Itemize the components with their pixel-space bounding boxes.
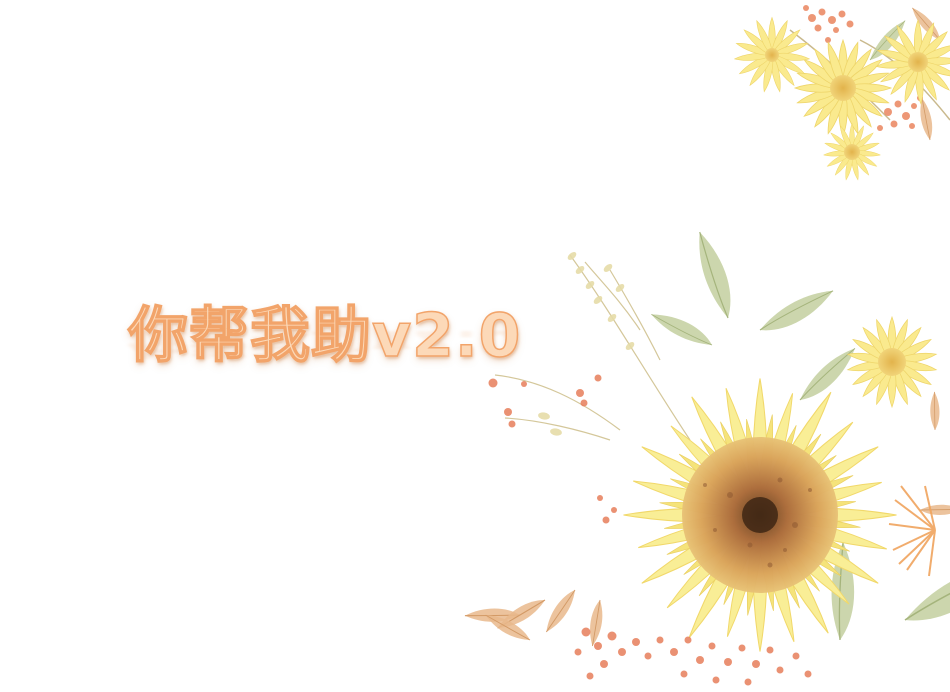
- app-title: 你帮我助v2.0: [127, 300, 522, 372]
- top-right-bouquet: [734, 5, 950, 181]
- sunflower-bouquet: [464, 231, 950, 686]
- title-group: 你帮我助v2.0 你帮我助v2.0: [127, 296, 568, 416]
